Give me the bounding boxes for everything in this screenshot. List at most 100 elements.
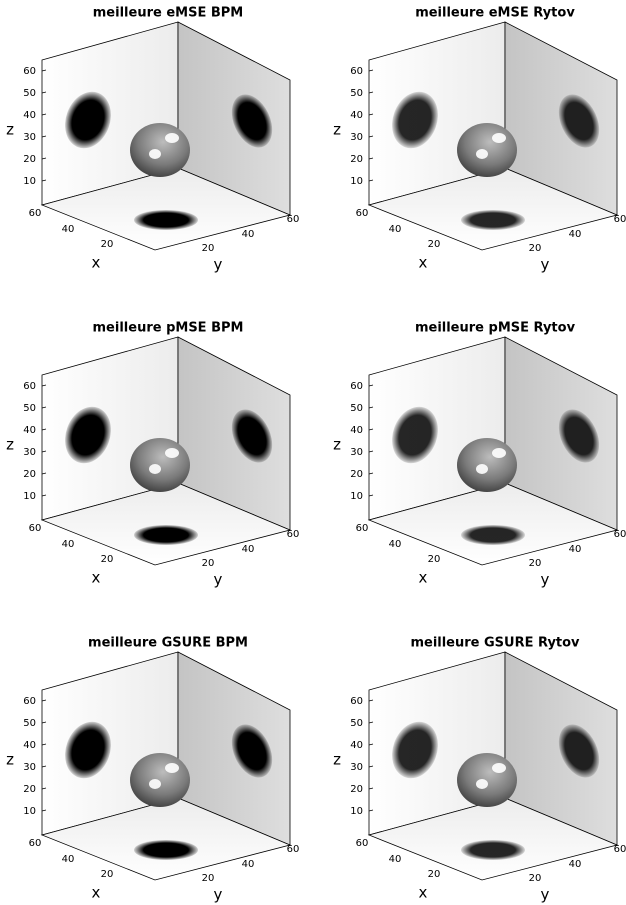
highlight — [165, 133, 179, 143]
y-tick-label: 40 — [242, 859, 255, 870]
x-axis-label: x — [419, 884, 428, 902]
z-tick-label: 40 — [23, 740, 36, 751]
z-tick-label: 50 — [350, 403, 363, 414]
y-axis-label: y — [214, 256, 223, 274]
y-tick-label: 60 — [287, 844, 300, 855]
z-axis-label: z — [6, 436, 14, 454]
highlight — [149, 779, 161, 789]
bottom-shadow — [134, 525, 198, 545]
z-tick-label: 40 — [350, 740, 363, 751]
panel-title: meilleure GSURE BPM — [88, 636, 248, 651]
sphere — [457, 438, 517, 492]
z-tick-label: 40 — [23, 425, 36, 436]
highlight — [476, 779, 488, 789]
panel-title: meilleure pMSE BPM — [93, 321, 244, 336]
y-tick-label: 40 — [569, 544, 582, 555]
x-tick-label: 60 — [356, 208, 369, 219]
bottom-shadow — [461, 840, 525, 860]
x-axis-label: x — [419, 254, 428, 272]
x-tick-label: 40 — [62, 539, 75, 550]
z-tick-label: 30 — [23, 762, 36, 773]
y-tick-label: 60 — [287, 529, 300, 540]
z-tick-label: 50 — [23, 403, 36, 414]
highlight — [476, 149, 488, 159]
z-tick-label: 10 — [23, 491, 36, 502]
x-tick-label: 20 — [428, 869, 441, 880]
z-axis-label: z — [6, 751, 14, 769]
x-tick-label: 20 — [428, 554, 441, 565]
x-axis-label: x — [92, 254, 101, 272]
z-tick-label: 60 — [23, 381, 36, 392]
z-tick-label: 10 — [350, 491, 363, 502]
panel: meilleure GSURE Rytov102030405060z204060… — [333, 636, 626, 904]
y-tick-label: 60 — [614, 844, 626, 855]
y-tick-label: 20 — [529, 558, 542, 569]
z-axis-label: z — [6, 121, 14, 139]
y-axis-label: y — [541, 571, 550, 589]
z-tick-label: 60 — [350, 66, 363, 77]
z-tick-label: 10 — [23, 176, 36, 187]
sphere — [130, 123, 190, 177]
y-tick-label: 60 — [614, 529, 626, 540]
z-tick-label: 60 — [23, 66, 36, 77]
x-tick-label: 40 — [389, 224, 402, 235]
y-tick-label: 40 — [569, 859, 582, 870]
z-axis-label: z — [333, 436, 341, 454]
sphere — [457, 123, 517, 177]
x-tick-label: 40 — [62, 224, 75, 235]
z-tick-label: 30 — [350, 762, 363, 773]
bottom-shadow — [134, 840, 198, 860]
bottom-shadow — [461, 210, 525, 230]
figure: meilleure eMSE BPM102030405060z204060x20… — [0, 0, 626, 905]
x-tick-label: 20 — [428, 239, 441, 250]
highlight — [165, 448, 179, 458]
z-tick-label: 10 — [350, 806, 363, 817]
y-tick-label: 60 — [614, 214, 626, 225]
x-tick-label: 20 — [101, 869, 114, 880]
x-tick-label: 60 — [29, 208, 42, 219]
y-tick-label: 20 — [529, 243, 542, 254]
y-tick-label: 40 — [242, 544, 255, 555]
z-tick-label: 10 — [23, 806, 36, 817]
highlight — [149, 464, 161, 474]
x-tick-label: 40 — [389, 539, 402, 550]
x-tick-label: 60 — [29, 838, 42, 849]
bottom-shadow — [461, 525, 525, 545]
z-tick-label: 40 — [23, 110, 36, 121]
y-tick-label: 40 — [569, 229, 582, 240]
sphere — [130, 753, 190, 807]
y-tick-label: 20 — [529, 873, 542, 884]
x-axis-label: x — [92, 569, 101, 587]
y-axis-label: y — [214, 571, 223, 589]
highlight — [492, 133, 506, 143]
y-tick-label: 40 — [242, 229, 255, 240]
x-tick-label: 60 — [356, 838, 369, 849]
z-tick-label: 20 — [23, 784, 36, 795]
panel: meilleure eMSE Rytov102030405060z204060x… — [333, 6, 626, 274]
z-tick-label: 20 — [23, 469, 36, 480]
panel: meilleure GSURE BPM102030405060z204060x2… — [6, 636, 299, 904]
x-axis-label: x — [419, 569, 428, 587]
x-tick-label: 20 — [101, 239, 114, 250]
z-tick-label: 20 — [350, 784, 363, 795]
z-tick-label: 20 — [350, 469, 363, 480]
bottom-shadow — [134, 210, 198, 230]
z-tick-label: 20 — [350, 154, 363, 165]
y-axis-label: y — [541, 886, 550, 904]
y-axis-label: y — [541, 256, 550, 274]
z-tick-label: 50 — [350, 88, 363, 99]
z-tick-label: 30 — [350, 132, 363, 143]
y-tick-label: 20 — [202, 243, 215, 254]
z-tick-label: 50 — [23, 88, 36, 99]
panel-title: meilleure pMSE Rytov — [415, 321, 576, 336]
sphere — [130, 438, 190, 492]
y-axis-label: y — [214, 886, 223, 904]
x-axis-label: x — [92, 884, 101, 902]
z-tick-label: 20 — [23, 154, 36, 165]
panel: meilleure pMSE BPM102030405060z204060x20… — [6, 321, 299, 589]
z-axis-label: z — [333, 121, 341, 139]
sphere — [457, 753, 517, 807]
z-tick-label: 30 — [350, 447, 363, 458]
highlight — [492, 763, 506, 773]
z-axis-label: z — [333, 751, 341, 769]
